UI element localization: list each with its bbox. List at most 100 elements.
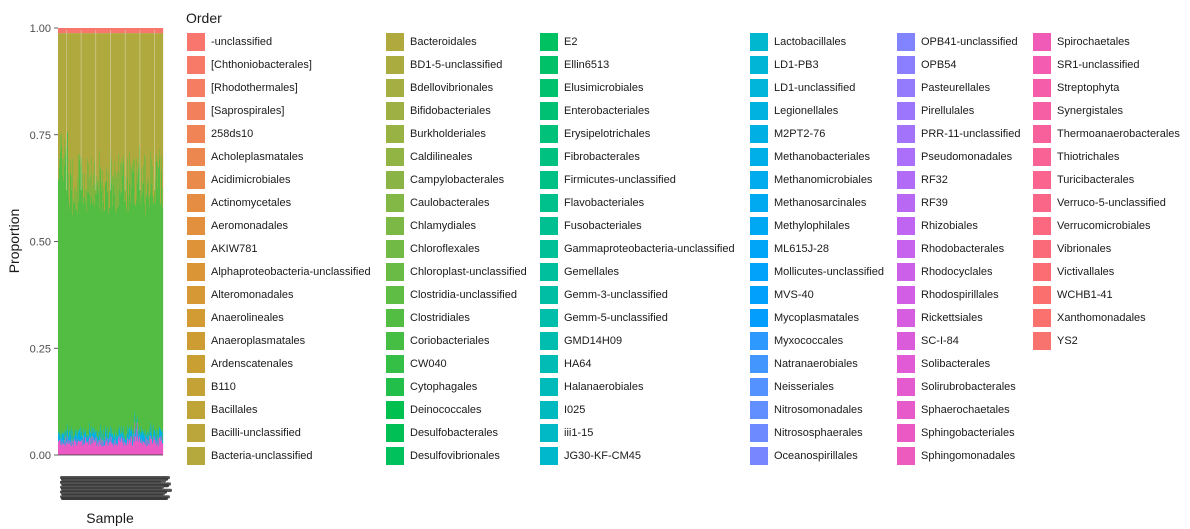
legend-swatch	[539, 307, 559, 328]
bar-segment	[115, 172, 116, 440]
bar-segment	[87, 33, 89, 193]
bar-segment	[118, 431, 119, 437]
bar-segment	[159, 28, 161, 34]
bar-segment	[96, 436, 97, 441]
bar-segment	[67, 430, 68, 435]
bar-segment	[132, 432, 134, 436]
bar-segment	[118, 33, 119, 154]
legend-label: Fibrobacterales	[564, 150, 640, 163]
bar-segment	[155, 28, 156, 34]
bar-segment	[71, 426, 73, 430]
bar-segment	[85, 33, 86, 190]
bar-segment	[96, 33, 98, 176]
legend-swatch	[896, 353, 916, 374]
bar-segment	[86, 437, 88, 441]
bar-segment	[96, 28, 97, 34]
legend-item: Deinococcales	[385, 398, 482, 421]
bar-segment	[149, 444, 150, 455]
bar-segment	[68, 435, 70, 439]
bar-segment	[137, 418, 139, 423]
bar-segment	[119, 28, 120, 34]
bar-segment	[137, 28, 138, 34]
bar-segment	[111, 183, 113, 429]
bar-segment	[61, 28, 63, 34]
bar-segment	[68, 195, 69, 437]
legend-item: -unclassified	[186, 30, 272, 53]
bar-segment	[129, 431, 131, 441]
bar-segment	[150, 434, 151, 439]
bar-segment	[157, 188, 159, 437]
legend-item: PRR-11-unclassified	[896, 122, 1020, 145]
bar-segment	[161, 28, 162, 34]
bar-segment	[61, 133, 62, 439]
bar-segment	[124, 441, 125, 455]
bar-segment	[80, 438, 82, 442]
legend-swatch	[186, 422, 206, 443]
bar-segment	[156, 439, 158, 443]
legend-swatch	[186, 100, 206, 121]
bar-segment	[109, 28, 111, 34]
bar-segment	[137, 430, 138, 434]
bar-segment	[70, 159, 72, 436]
bar-segment	[105, 33, 107, 183]
bar-segment	[142, 182, 143, 430]
legend-swatch	[385, 284, 405, 305]
legend-item: Turicibacterales	[1032, 168, 1134, 191]
legend-item: Solirubrobacterales	[896, 375, 1016, 398]
bar-segment	[150, 423, 152, 427]
bar-segment	[113, 33, 115, 176]
bar-segment	[126, 442, 128, 455]
bar-segment	[154, 433, 156, 437]
legend-label: Alphaproteobacteria-unclassified	[211, 265, 371, 278]
bar-segment	[96, 445, 97, 455]
bar-segment	[97, 180, 99, 437]
legend-label: Verrucomicrobiales	[1057, 219, 1151, 232]
bar-segment	[151, 28, 153, 34]
bar-segment	[86, 28, 87, 34]
bar-segment	[74, 436, 76, 440]
bar-segment	[160, 28, 161, 34]
legend-label: Bacilli-unclassified	[211, 426, 301, 439]
bar-segment	[107, 33, 108, 191]
bar-segment	[113, 442, 114, 455]
bar-segment	[81, 430, 82, 435]
bar-segment	[63, 433, 65, 435]
bar-segment	[136, 427, 138, 431]
bar-segment	[76, 429, 77, 432]
bar-segment	[155, 440, 156, 455]
bar-segment	[91, 196, 92, 438]
bar-segment	[74, 438, 75, 455]
bar-segment	[84, 28, 85, 34]
bar-segment	[150, 28, 152, 34]
legend-swatch	[749, 54, 769, 75]
bar-segment	[114, 33, 116, 162]
bar-segment	[153, 426, 154, 437]
bar-segment	[130, 28, 131, 34]
legend-label: Pseudomonadales	[921, 150, 1013, 163]
bar-segment	[148, 432, 149, 441]
bar-segment	[78, 33, 79, 203]
bar-segment	[115, 28, 117, 34]
bar-segment	[145, 215, 147, 438]
bar-segment	[132, 28, 134, 34]
bar-segment	[146, 28, 148, 34]
bar-segment	[91, 437, 92, 439]
bar-segment	[76, 28, 77, 34]
bar-segment	[108, 28, 109, 34]
bar-segment	[149, 206, 150, 442]
legend-label: GMD14H09	[564, 334, 623, 347]
legend-label: Mycoplasmatales	[774, 311, 859, 324]
bar-segment	[67, 28, 68, 34]
bar-segment	[130, 429, 131, 433]
bar-segment	[90, 445, 92, 455]
bar-segment	[65, 28, 66, 34]
bar-segment	[75, 433, 77, 442]
bar-segment	[82, 439, 84, 455]
bar-segment	[62, 440, 64, 455]
bar-segment	[100, 442, 101, 445]
bar-segment	[84, 173, 86, 432]
bar-segment	[121, 33, 123, 159]
legend-item: Ellin6513	[539, 53, 609, 76]
bar-segment	[74, 33, 76, 191]
bar-segment	[132, 440, 133, 442]
